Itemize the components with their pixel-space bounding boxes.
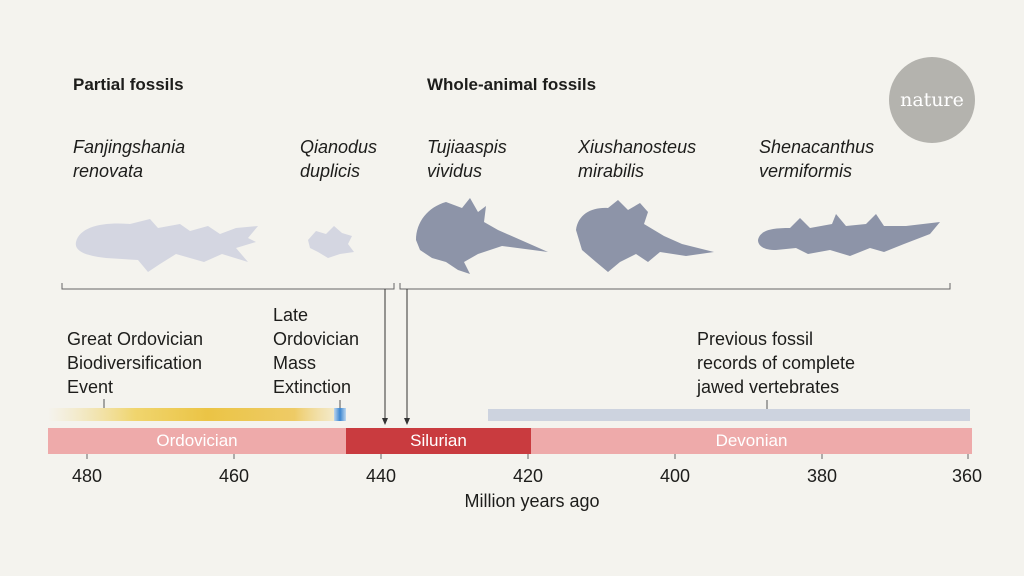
whole-animal-fossils-heading: Whole-animal fossils <box>427 75 597 94</box>
xiushanosteus-silhouette <box>576 200 714 272</box>
axis-title: Million years ago <box>464 491 600 511</box>
gobe-label: Great Ordovician Biodiversification Even… <box>67 329 204 397</box>
whole-animal-fossils-bracket <box>399 283 951 290</box>
period-ordovician: Ordovician <box>48 428 346 454</box>
axis-ticks <box>86 454 969 459</box>
tick-label-480: 480 <box>71 466 103 486</box>
partial-fossils-bracket <box>61 283 395 290</box>
nature-logo: nature <box>889 57 975 143</box>
tick-label-380: 380 <box>806 466 838 486</box>
tick-label-460: 460 <box>218 466 250 486</box>
gobe-bar <box>48 408 338 421</box>
previous-records-label: Previous fossil records of complete jawe… <box>697 329 856 397</box>
partial-fossils-arrowhead <box>382 418 388 425</box>
tick-label-420: 420 <box>512 466 544 486</box>
species-name-qianodus: Qianodus duplicis <box>300 137 378 181</box>
shenacanthus-silhouette <box>758 214 940 256</box>
species-name-tujiaaspis: Tujiaaspis vividus <box>427 137 507 181</box>
whole-animal-fossils-arrowhead <box>404 418 410 425</box>
period-silurian: Silurian <box>346 428 531 454</box>
species-name-xiushanosteus: Xiushanosteus mirabilis <box>578 137 697 181</box>
partial-fossils-heading: Partial fossils <box>73 75 184 94</box>
qianodus-silhouette <box>308 226 354 258</box>
tick-label-440: 440 <box>365 466 397 486</box>
period-devonian: Devonian <box>531 428 972 454</box>
species-name-shenacanthus: Shenacanthus vermiformis <box>759 137 875 181</box>
tick-label-360: 360 <box>951 466 983 486</box>
fanjingshania-silhouette <box>75 219 258 272</box>
extinction-label: Late Ordovician Mass Extinction <box>273 305 360 397</box>
species-name-fanjingshania: Fanjingshania renovata <box>73 137 186 181</box>
tick-label-400: 400 <box>659 466 691 486</box>
previous-records-bar <box>488 409 970 421</box>
extinction-marker <box>334 408 346 421</box>
tujiaaspis-silhouette <box>416 198 548 274</box>
